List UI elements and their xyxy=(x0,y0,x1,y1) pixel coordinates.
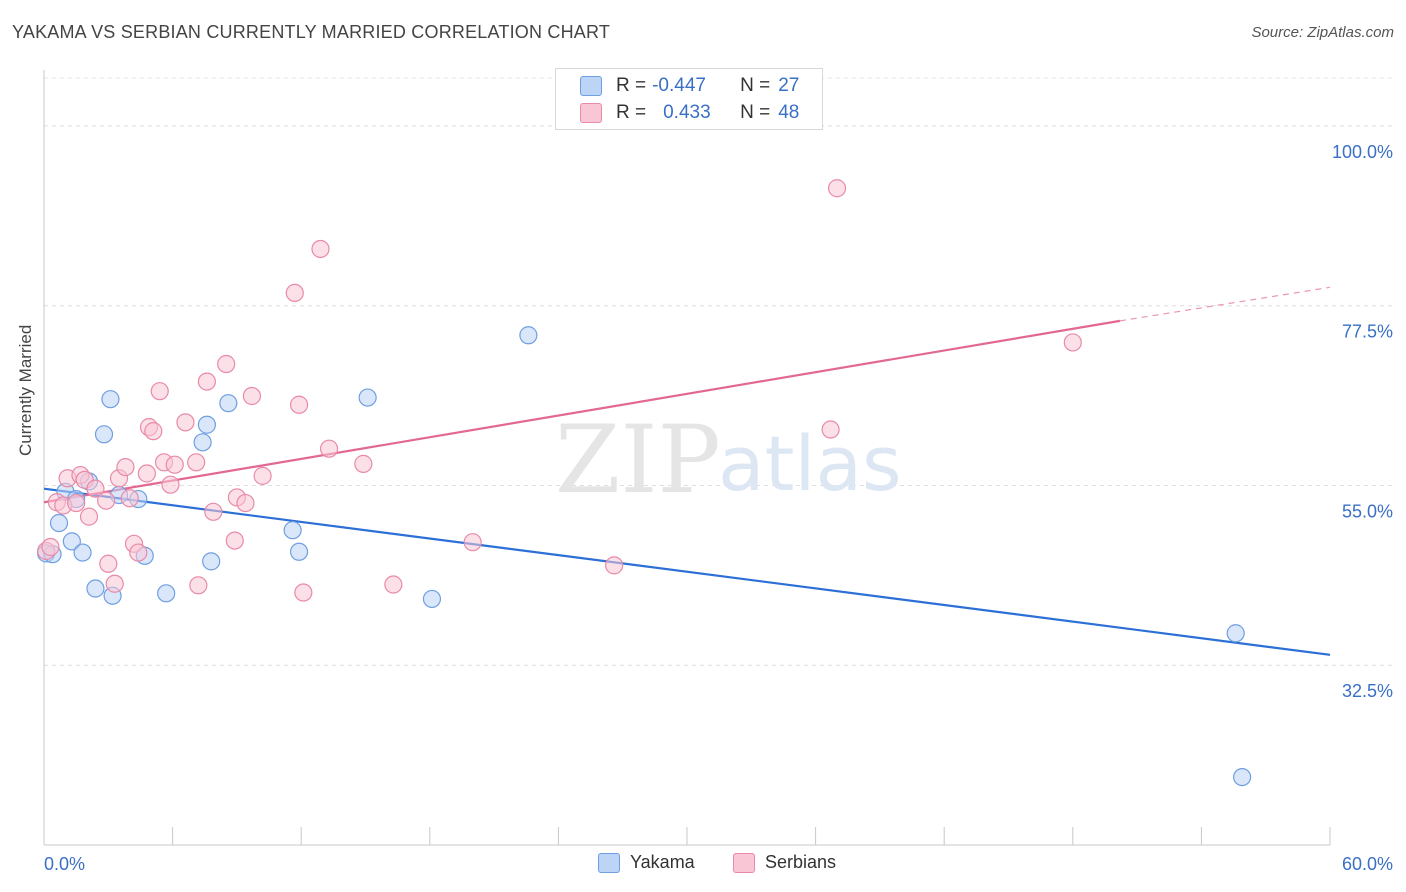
correlation-legend: R = -0.447 N = 27 R = 0.433 N = 48 xyxy=(555,68,823,130)
trend-lines xyxy=(43,286,1331,656)
x-tick-label: 60.0% xyxy=(1342,854,1393,874)
serbians-point xyxy=(827,179,847,198)
serbians-point xyxy=(354,454,373,473)
serbians-point xyxy=(197,372,216,391)
yakama-trend-line xyxy=(43,487,1331,656)
serbians-point xyxy=(225,531,244,550)
yakama-point xyxy=(157,584,176,603)
source-label: Source: ZipAtlas.com xyxy=(1251,24,1394,41)
x-tick-label: 0.0% xyxy=(44,854,85,874)
y-axis-tick-labels: 32.5% 55.0% 77.5% 100.0% xyxy=(1332,142,1393,701)
y-tick-label: 100.0% xyxy=(1332,142,1393,162)
serbians-legend-swatch xyxy=(733,852,755,873)
yakama-swatch xyxy=(580,76,602,96)
serbians-point xyxy=(285,283,304,303)
yakama-point xyxy=(202,552,221,571)
serbians-trend-line xyxy=(43,319,1121,504)
legend-row-yakama: R = -0.447 N = 27 xyxy=(580,73,799,99)
serbians-n-value: 48 xyxy=(778,102,800,123)
yakama-point xyxy=(422,589,442,609)
yakama-point xyxy=(358,388,377,407)
serbians-point xyxy=(176,413,195,432)
serbians-point xyxy=(319,439,339,458)
serbians-point xyxy=(97,491,116,510)
serbians-point xyxy=(289,395,309,414)
serbians-point xyxy=(144,422,163,441)
yakama-point xyxy=(86,579,105,598)
serbians-point xyxy=(187,453,206,472)
serbians-r-value: 0.433 xyxy=(663,102,711,123)
serbians-point xyxy=(165,455,184,474)
serbians-point xyxy=(384,575,403,594)
yakama-point xyxy=(283,521,302,540)
serbians-point xyxy=(99,554,118,573)
serbians-point xyxy=(86,479,105,498)
yakama-point xyxy=(94,425,114,444)
yakama-point xyxy=(49,513,69,533)
y-tick-label: 32.5% xyxy=(1342,681,1393,701)
yakama-point xyxy=(73,543,92,562)
serbians-point xyxy=(217,354,236,374)
serbians-n-label: N = xyxy=(740,102,771,123)
watermark-zip: ZIP xyxy=(555,406,721,515)
legend-item-serbians[interactable]: Serbians xyxy=(733,852,836,873)
yakama-legend-label: Yakama xyxy=(630,852,695,872)
serbians-point xyxy=(120,489,139,508)
serbians-point xyxy=(821,420,840,439)
x-axis-ticks xyxy=(43,827,1331,845)
serbians-swatch xyxy=(580,103,602,123)
legend-item-yakama[interactable]: Yakama xyxy=(598,852,695,873)
yakama-point xyxy=(519,326,538,345)
serbians-point xyxy=(150,382,169,401)
serbians-trend-extension xyxy=(1119,286,1331,322)
serbians-point xyxy=(253,466,272,485)
legend-row-serbians: R = 0.433 N = 48 xyxy=(580,100,799,126)
serbians-point xyxy=(204,502,223,521)
yakama-legend-swatch xyxy=(598,852,620,873)
serbians-point xyxy=(137,464,156,483)
yakama-point xyxy=(193,433,212,452)
yakama-point xyxy=(62,532,81,551)
watermark-atlas: atlas xyxy=(718,419,902,508)
serbians-point xyxy=(161,475,180,494)
serbians-point xyxy=(242,386,262,406)
yakama-point xyxy=(219,394,238,413)
serbians-r-label: R = xyxy=(616,102,647,123)
yakama-point xyxy=(101,390,120,409)
yakama-point xyxy=(1226,624,1245,643)
data-points xyxy=(37,179,1252,787)
yakama-point xyxy=(197,415,216,434)
serbians-point xyxy=(67,493,86,513)
serbians-point xyxy=(189,576,208,595)
serbians-point xyxy=(116,457,135,477)
serbians-point xyxy=(79,507,99,526)
yakama-n-value: 27 xyxy=(778,75,800,96)
serbians-point xyxy=(605,556,624,575)
serbians-point xyxy=(41,537,60,557)
yakama-n-label: N = xyxy=(740,75,771,96)
watermark: ZIP atlas xyxy=(555,406,902,515)
serbians-legend-label: Serbians xyxy=(765,852,837,872)
y-tick-label: 55.0% xyxy=(1342,501,1393,521)
serbians-point xyxy=(311,239,330,259)
x-axis-tick-labels: 0.0% 60.0% xyxy=(44,854,1393,874)
yakama-r-value: -0.447 xyxy=(652,75,706,96)
serbians-point xyxy=(463,533,482,552)
serbians-point xyxy=(236,493,255,513)
serbians-point xyxy=(105,574,124,593)
chart-title: YAKAMA VS SERBIAN CURRENTLY MARRIED CORR… xyxy=(12,22,611,42)
gridlines xyxy=(44,77,1394,666)
y-tick-label: 77.5% xyxy=(1342,322,1393,342)
serbians-point xyxy=(294,583,313,602)
serbians-point xyxy=(1063,333,1082,352)
yakama-point xyxy=(1233,767,1252,787)
yakama-r-label: R = xyxy=(616,75,647,96)
serbians-point xyxy=(129,543,148,562)
yakama-point xyxy=(289,542,309,561)
